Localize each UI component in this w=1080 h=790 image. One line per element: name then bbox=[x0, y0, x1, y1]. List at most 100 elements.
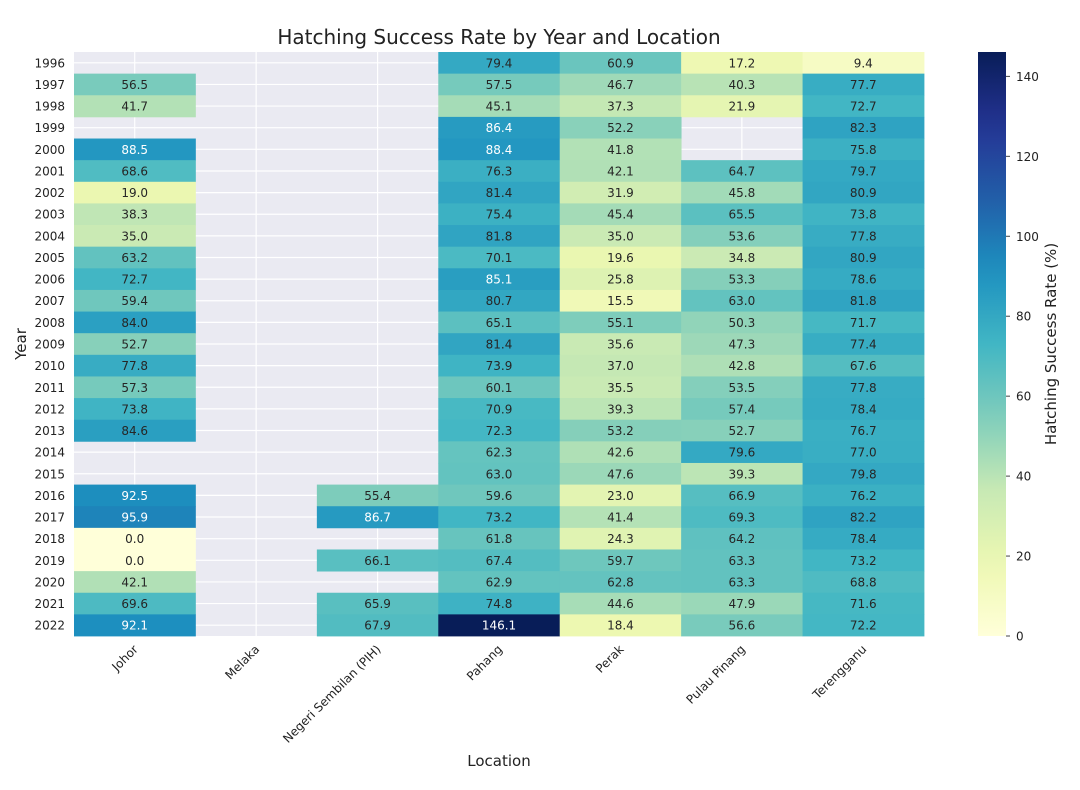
heatmap-cell bbox=[681, 506, 803, 529]
cell-value-label: 82.2 bbox=[850, 511, 877, 525]
heatmap-cell bbox=[559, 592, 682, 615]
colorbar-tick-label: 60 bbox=[1016, 390, 1031, 404]
heatmap-cell bbox=[681, 592, 803, 615]
heatmap-cell bbox=[802, 571, 925, 594]
cell-value-label: 0.0 bbox=[125, 532, 144, 546]
heatmap-cell bbox=[802, 614, 925, 637]
cell-value-label: 62.9 bbox=[486, 575, 513, 589]
cell-value-label: 9.4 bbox=[854, 56, 873, 70]
heatmap-cell bbox=[559, 116, 682, 139]
heatmap-cell bbox=[559, 73, 682, 96]
heatmap-cell bbox=[559, 52, 682, 75]
heatmap-cell bbox=[438, 592, 561, 615]
cell-value-label: 81.4 bbox=[486, 186, 513, 200]
cell-value-label: 53.5 bbox=[728, 381, 755, 395]
cell-value-label: 78.4 bbox=[850, 402, 877, 416]
cell-value-label: 74.8 bbox=[486, 597, 513, 611]
y-tick-label: 2018 bbox=[34, 532, 65, 546]
heatmap-cell bbox=[802, 181, 925, 204]
cell-value-label: 67.6 bbox=[850, 359, 877, 373]
cell-value-label: 63.2 bbox=[121, 251, 148, 265]
cell-value-label: 47.3 bbox=[728, 338, 755, 352]
heatmap-cell bbox=[438, 203, 561, 226]
y-tick-label: 2008 bbox=[34, 316, 65, 330]
heatmap-cell bbox=[681, 311, 803, 334]
cell-value-label: 56.6 bbox=[728, 619, 755, 633]
cell-value-label: 41.8 bbox=[607, 143, 634, 157]
cell-value-label: 69.3 bbox=[728, 511, 755, 525]
heatmap-cell bbox=[681, 246, 803, 269]
cell-value-label: 18.4 bbox=[607, 619, 634, 633]
heatmap-cell bbox=[559, 246, 682, 269]
heatmap-cell bbox=[681, 571, 803, 594]
heatmap-cell bbox=[438, 376, 561, 399]
y-tick-label: 2010 bbox=[34, 359, 65, 373]
cell-value-label: 70.9 bbox=[486, 402, 513, 416]
heatmap-cell bbox=[681, 614, 803, 637]
heatmap-cell bbox=[802, 527, 925, 550]
cell-value-label: 78.6 bbox=[850, 273, 877, 287]
heatmap-cell bbox=[74, 311, 196, 334]
heatmap-cell bbox=[438, 160, 561, 183]
heatmap-cell bbox=[681, 398, 803, 421]
heatmap-cell bbox=[802, 73, 925, 96]
heatmap-cell bbox=[74, 398, 196, 421]
cell-value-label: 69.6 bbox=[121, 597, 148, 611]
heatmap-cell bbox=[559, 549, 682, 572]
cell-value-label: 47.9 bbox=[728, 597, 755, 611]
cell-value-label: 71.7 bbox=[850, 316, 877, 330]
heatmap-cell bbox=[559, 571, 682, 594]
heatmap-cell bbox=[802, 268, 925, 291]
heatmap-cell bbox=[802, 398, 925, 421]
heatmap-cell bbox=[681, 73, 803, 96]
heatmap-cell bbox=[316, 484, 439, 507]
y-tick-label: 2002 bbox=[34, 186, 65, 200]
colorbar-tick-label: 80 bbox=[1016, 310, 1031, 324]
heatmap-cell bbox=[681, 333, 803, 356]
y-tick-label: 2000 bbox=[34, 143, 65, 157]
heatmap-cell bbox=[681, 376, 803, 399]
cell-value-label: 79.7 bbox=[850, 164, 877, 178]
heatmap-cell bbox=[559, 419, 682, 442]
colorbar-tick-label: 100 bbox=[1016, 230, 1039, 244]
heatmap-cell bbox=[681, 95, 803, 118]
heatmap-cell bbox=[74, 592, 196, 615]
heatmap-cell bbox=[802, 376, 925, 399]
cell-value-label: 42.8 bbox=[728, 359, 755, 373]
cell-value-label: 63.0 bbox=[728, 294, 755, 308]
heatmap-cell bbox=[802, 246, 925, 269]
heatmap-cell bbox=[438, 268, 561, 291]
y-tick-label: 2009 bbox=[34, 338, 65, 352]
heatmap-cell bbox=[74, 225, 196, 248]
heatmap-cell bbox=[802, 419, 925, 442]
heatmap-cell bbox=[559, 203, 682, 226]
cell-value-label: 59.4 bbox=[121, 294, 148, 308]
cell-value-label: 81.4 bbox=[486, 338, 513, 352]
cell-value-label: 35.5 bbox=[607, 381, 634, 395]
heatmap-cell bbox=[681, 419, 803, 442]
heatmap-cell bbox=[74, 527, 196, 550]
cell-value-label: 21.9 bbox=[728, 100, 755, 114]
cell-value-label: 61.8 bbox=[486, 532, 513, 546]
cell-value-label: 66.1 bbox=[364, 554, 391, 568]
heatmap-cell bbox=[438, 506, 561, 529]
cell-value-label: 41.7 bbox=[121, 100, 148, 114]
heatmap-cell bbox=[438, 311, 561, 334]
cell-value-label: 72.7 bbox=[121, 273, 148, 287]
cell-value-label: 86.7 bbox=[364, 511, 391, 525]
heatmap-cell bbox=[438, 398, 561, 421]
y-tick-label: 2021 bbox=[34, 597, 65, 611]
cell-value-label: 65.9 bbox=[364, 597, 391, 611]
cell-value-label: 37.3 bbox=[607, 100, 634, 114]
heatmap-cell bbox=[74, 138, 196, 161]
heatmap-cell bbox=[681, 52, 803, 75]
cell-value-label: 76.2 bbox=[850, 489, 877, 503]
cell-value-label: 64.7 bbox=[728, 164, 755, 178]
cell-value-label: 70.1 bbox=[486, 251, 513, 265]
heatmap-cell bbox=[438, 354, 561, 377]
heatmap-cell bbox=[559, 289, 682, 312]
cell-value-label: 76.3 bbox=[486, 164, 513, 178]
y-tick-label: 2006 bbox=[34, 273, 65, 287]
heatmap-cell bbox=[559, 181, 682, 204]
x-tick-label: Melaka bbox=[222, 642, 262, 682]
